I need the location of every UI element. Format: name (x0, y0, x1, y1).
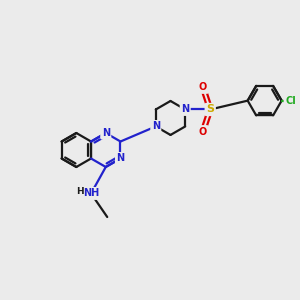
Text: N: N (181, 104, 189, 115)
Text: O: O (199, 127, 207, 136)
Text: NH: NH (83, 188, 99, 199)
Text: O: O (199, 82, 207, 92)
Text: S: S (206, 104, 214, 115)
Text: N: N (116, 154, 124, 164)
Text: N: N (152, 122, 160, 131)
Text: H: H (76, 188, 84, 196)
Text: N: N (102, 128, 110, 138)
Text: Cl: Cl (285, 96, 296, 106)
